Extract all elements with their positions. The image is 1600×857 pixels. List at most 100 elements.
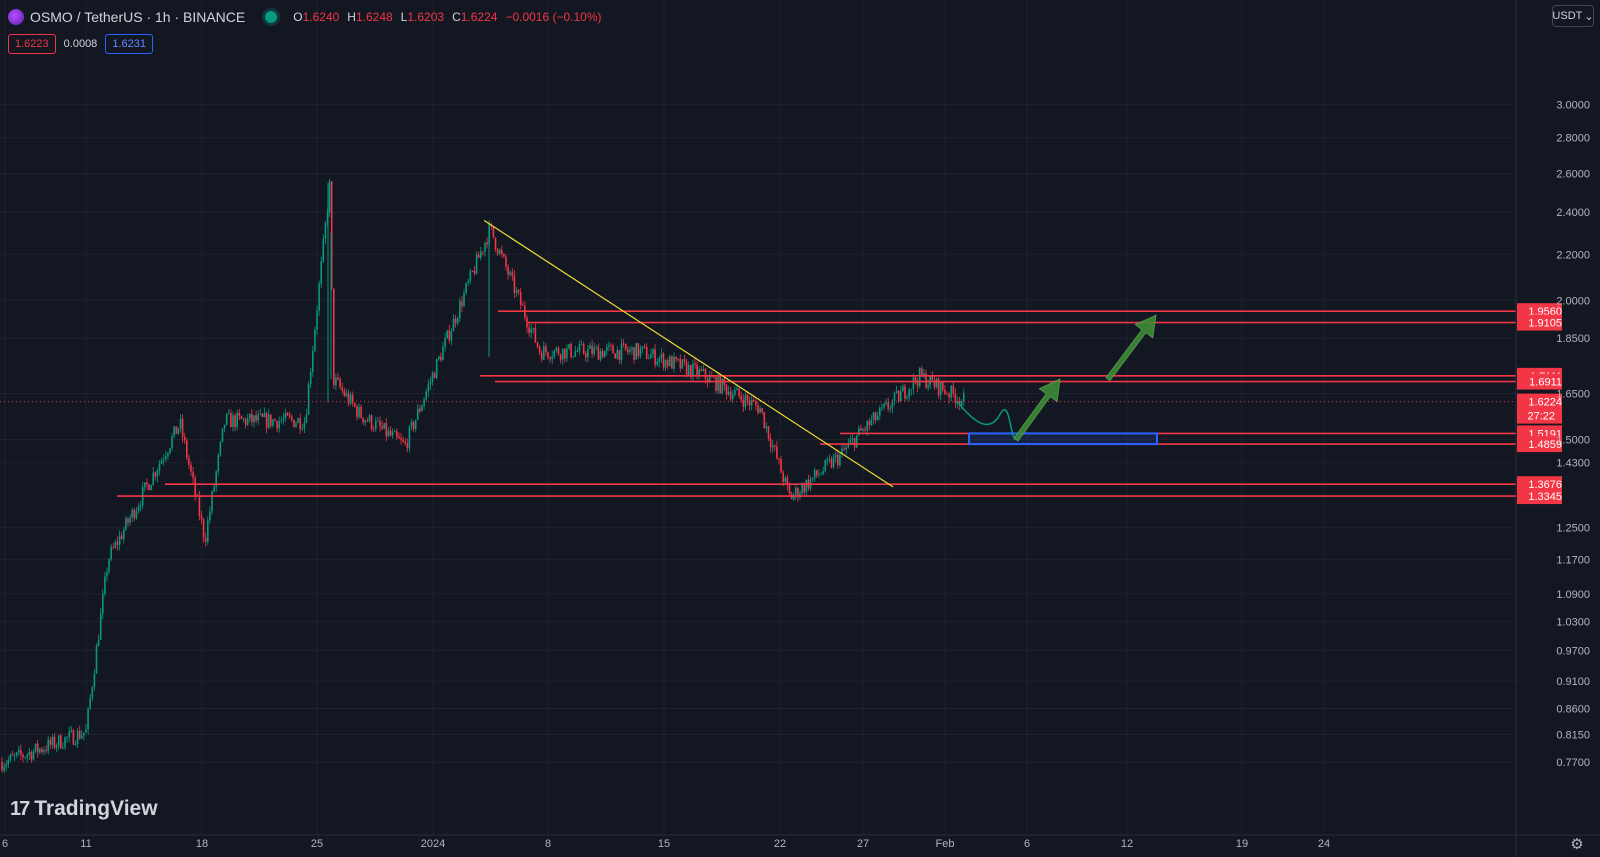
candle-body <box>123 529 125 539</box>
candle-body <box>99 613 102 640</box>
candle-body <box>845 447 847 450</box>
candle-body <box>656 361 658 365</box>
candle-body <box>498 249 501 254</box>
candle-body <box>202 519 205 538</box>
candle-body <box>244 418 247 425</box>
buy-button[interactable]: 1.6231 <box>105 34 153 54</box>
candle-body <box>729 391 732 400</box>
candle-body <box>826 460 829 461</box>
candle-body <box>85 729 87 733</box>
candle-body <box>377 420 379 422</box>
candle-body <box>782 472 784 483</box>
candle-body <box>150 484 152 491</box>
price-tick-label: 0.9100 <box>1556 676 1590 688</box>
candle-body <box>410 422 413 427</box>
candle-body <box>715 377 717 391</box>
candle-body <box>24 757 26 759</box>
candle-body <box>305 414 308 423</box>
gear-icon[interactable]: ⚙ <box>1570 836 1584 853</box>
candle-body <box>954 393 957 404</box>
sell-button[interactable]: 1.6223 <box>8 34 56 54</box>
time-tick-label: 25 <box>311 838 323 850</box>
candle-body <box>540 352 543 360</box>
candle-body <box>167 452 169 457</box>
market-status-icon[interactable] <box>265 11 278 23</box>
trade-panel: 1.6223 0.0008 1.6231 <box>8 34 153 54</box>
price-tick-label: 2.4000 <box>1556 207 1590 219</box>
candle-body <box>900 391 902 402</box>
candle-body <box>620 343 623 360</box>
candle-body <box>148 484 150 491</box>
candle-body <box>582 344 585 354</box>
candle-body <box>301 428 304 430</box>
candle-body <box>60 735 62 749</box>
candle-body <box>412 422 415 430</box>
candle-body <box>22 754 24 758</box>
candle-body <box>337 377 339 380</box>
symbol-title[interactable]: OSMO / TetherUS · 1h · BINANCE <box>30 9 246 25</box>
candle-body <box>870 419 873 426</box>
candle-body <box>425 391 427 400</box>
candle-body <box>597 346 600 360</box>
candle-body <box>505 256 507 268</box>
candle-body <box>76 730 79 745</box>
candle-body <box>721 378 724 394</box>
candle-body <box>34 743 37 752</box>
candle-body <box>551 356 553 360</box>
candle-body <box>162 459 165 461</box>
candle-body <box>755 401 757 406</box>
candle-body <box>564 348 566 359</box>
candle-body <box>830 459 833 468</box>
candle-body <box>547 352 549 358</box>
candle-body <box>144 482 146 488</box>
candle-body <box>47 739 49 752</box>
candle-body <box>253 415 255 423</box>
candle-body <box>931 375 934 381</box>
osmo-coin-icon <box>8 9 24 25</box>
candle-body <box>43 750 45 752</box>
candle-body <box>104 576 106 594</box>
spread-value: 0.0008 <box>63 38 98 50</box>
candle-body <box>55 745 58 748</box>
candle-body <box>538 346 541 353</box>
candle-body <box>179 418 182 429</box>
candle-body <box>568 343 570 349</box>
candle-body <box>251 413 253 423</box>
candle-body <box>874 412 877 421</box>
candle-body <box>872 412 875 420</box>
candle-body <box>522 304 524 306</box>
candle-body <box>452 318 455 332</box>
candle-body <box>257 414 259 421</box>
tradingview-wordmark: TradingView <box>34 797 158 820</box>
candle-body <box>213 486 215 492</box>
candle-body <box>555 347 558 351</box>
candle-body <box>278 421 280 429</box>
candle-body <box>173 426 175 437</box>
candle-body <box>322 238 325 262</box>
candle-body <box>471 270 474 272</box>
candle-body <box>553 350 556 357</box>
candle-body <box>530 328 532 333</box>
candle-body <box>200 516 203 520</box>
candle-body <box>5 764 7 767</box>
candle-body <box>320 261 322 284</box>
currency-selector[interactable]: USDT ⌄ <box>1552 5 1594 27</box>
candle-body <box>129 517 131 523</box>
candle-body <box>293 419 295 428</box>
price-tick-label: 0.8150 <box>1556 730 1590 742</box>
candle-body <box>26 754 28 758</box>
candle-body <box>345 393 348 396</box>
candle-body <box>824 460 826 472</box>
candle-body <box>396 431 398 437</box>
high-value: 1.6248 <box>355 10 393 24</box>
candle-body <box>318 283 320 311</box>
candle-body <box>204 537 207 543</box>
candle-body <box>125 518 127 530</box>
candle-body <box>444 337 446 347</box>
candle-body <box>408 426 411 449</box>
candle-body <box>918 368 921 387</box>
time-tick-label: Feb <box>936 838 955 850</box>
candle-body <box>923 373 925 376</box>
tradingview-logo[interactable]: 17 TradingView <box>10 797 158 821</box>
